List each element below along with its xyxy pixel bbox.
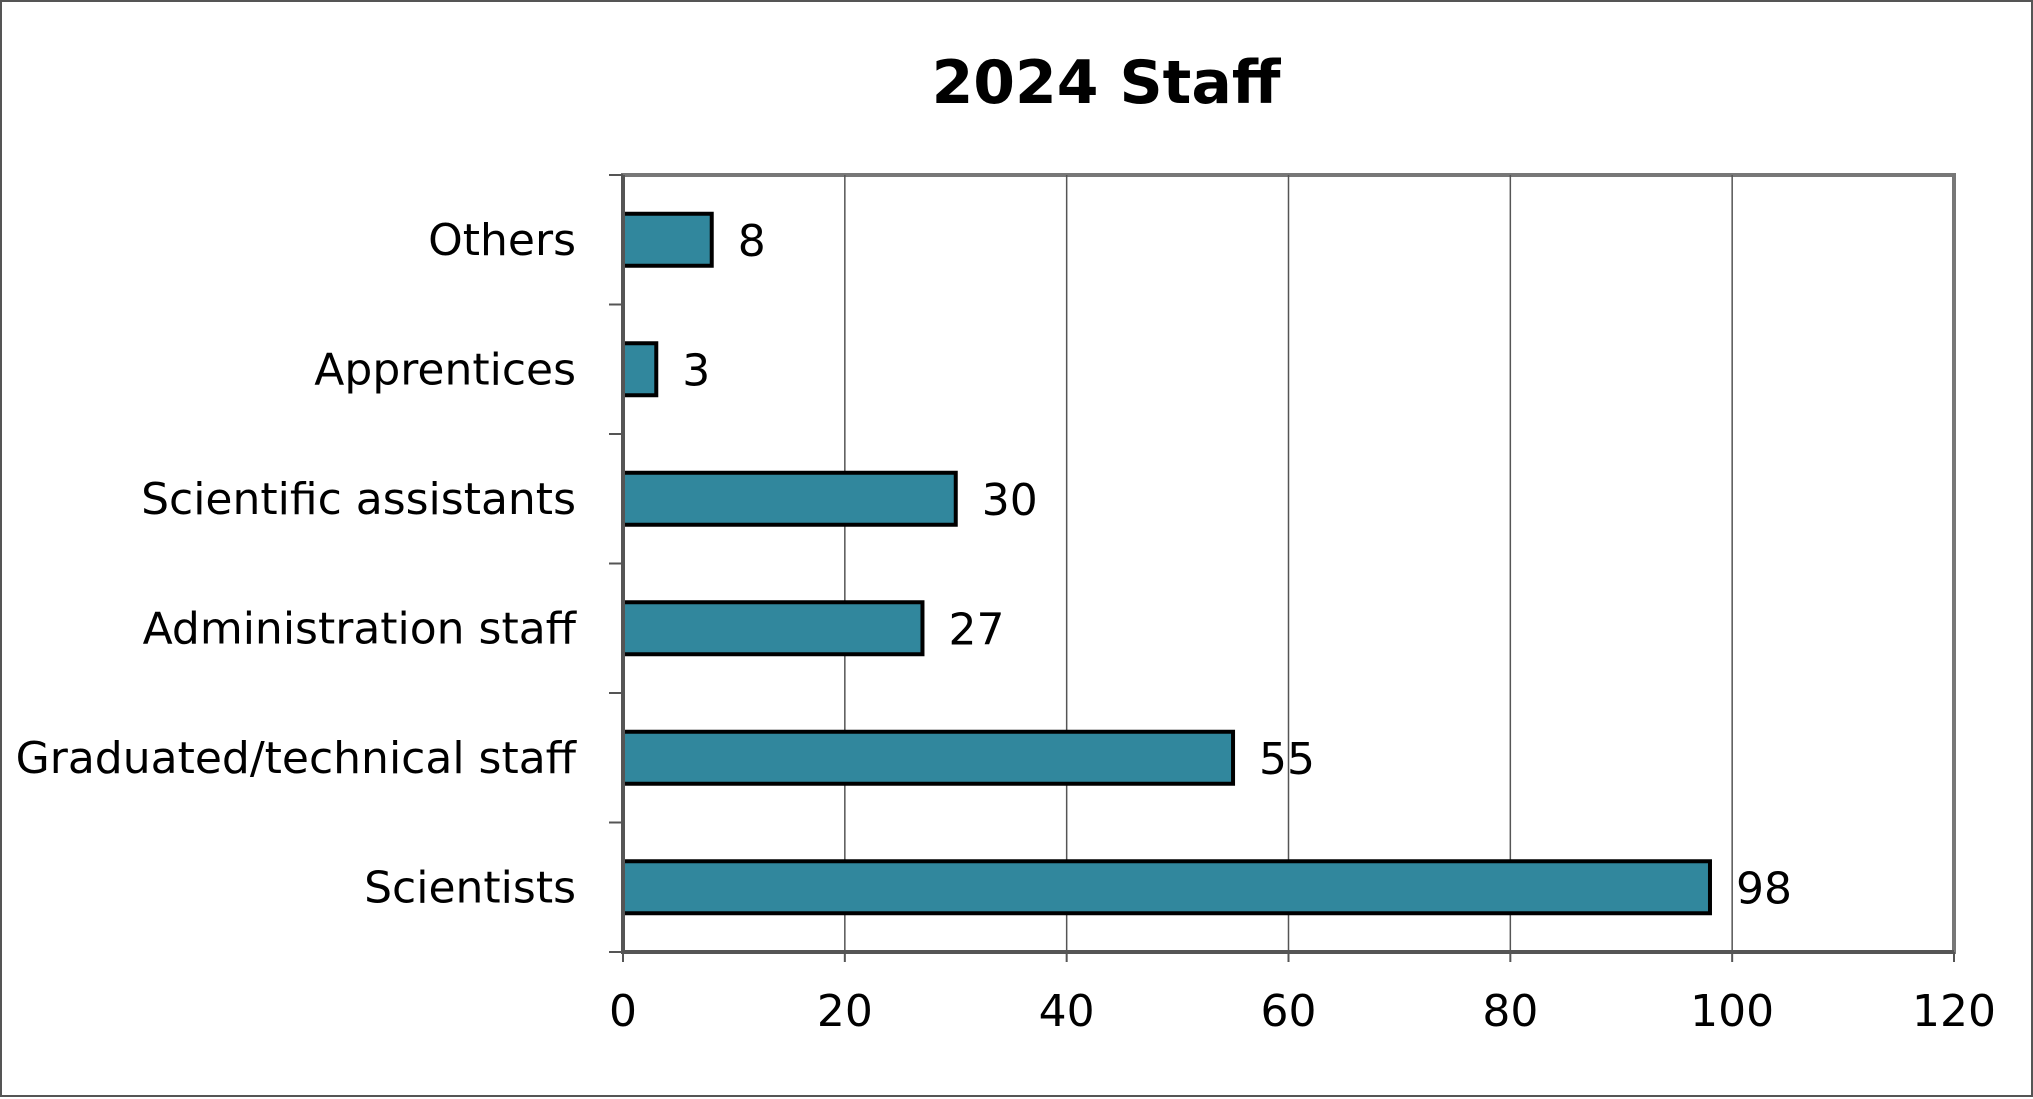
- bar-scientists: [621, 859, 1712, 916]
- category-label-scientific-assistants: Scientific assistants: [141, 474, 576, 525]
- bar-apprentices: [621, 341, 659, 398]
- x-tick-label-60: 60: [1261, 986, 1317, 1037]
- data-label-administration-staff: 27: [948, 604, 1004, 655]
- bar-others: [621, 211, 714, 268]
- chart-title: 2024 Staff: [932, 48, 1282, 118]
- axes: [609, 174, 1955, 962]
- x-tick-label-100: 100: [1690, 986, 1774, 1037]
- data-label-scientists: 98: [1736, 863, 1792, 914]
- bar-scientific-assistants: [621, 470, 958, 527]
- x-tick-label-0: 0: [609, 986, 637, 1037]
- category-label-administration-staff: Administration staff: [143, 603, 578, 654]
- data-label-others: 8: [738, 216, 766, 267]
- x-tick-label-120: 120: [1912, 986, 1996, 1037]
- x-tick-label-20: 20: [817, 986, 873, 1037]
- category-label-apprentices: Apprentices: [314, 344, 576, 395]
- labels: 0 20 40 60 80 100 120 Scientists 98 Graduated/tec…: [16, 215, 1996, 1037]
- data-label-scientific-assistants: 30: [982, 475, 1038, 526]
- bars: [621, 211, 1712, 916]
- gridlines: [621, 173, 1956, 954]
- category-label-scientists: Scientists: [364, 862, 576, 913]
- category-label-others: Others: [428, 215, 576, 266]
- x-tick-label-40: 40: [1039, 986, 1095, 1037]
- data-label-graduated-technical-staff: 55: [1259, 734, 1315, 785]
- bar-administration-staff: [621, 600, 925, 657]
- category-label-graduated-technical-staff: Graduated/technical staff: [16, 733, 578, 784]
- x-tick-label-80: 80: [1482, 986, 1538, 1037]
- bar-graduated-technical-staff: [621, 729, 1236, 786]
- data-label-apprentices: 3: [682, 345, 710, 396]
